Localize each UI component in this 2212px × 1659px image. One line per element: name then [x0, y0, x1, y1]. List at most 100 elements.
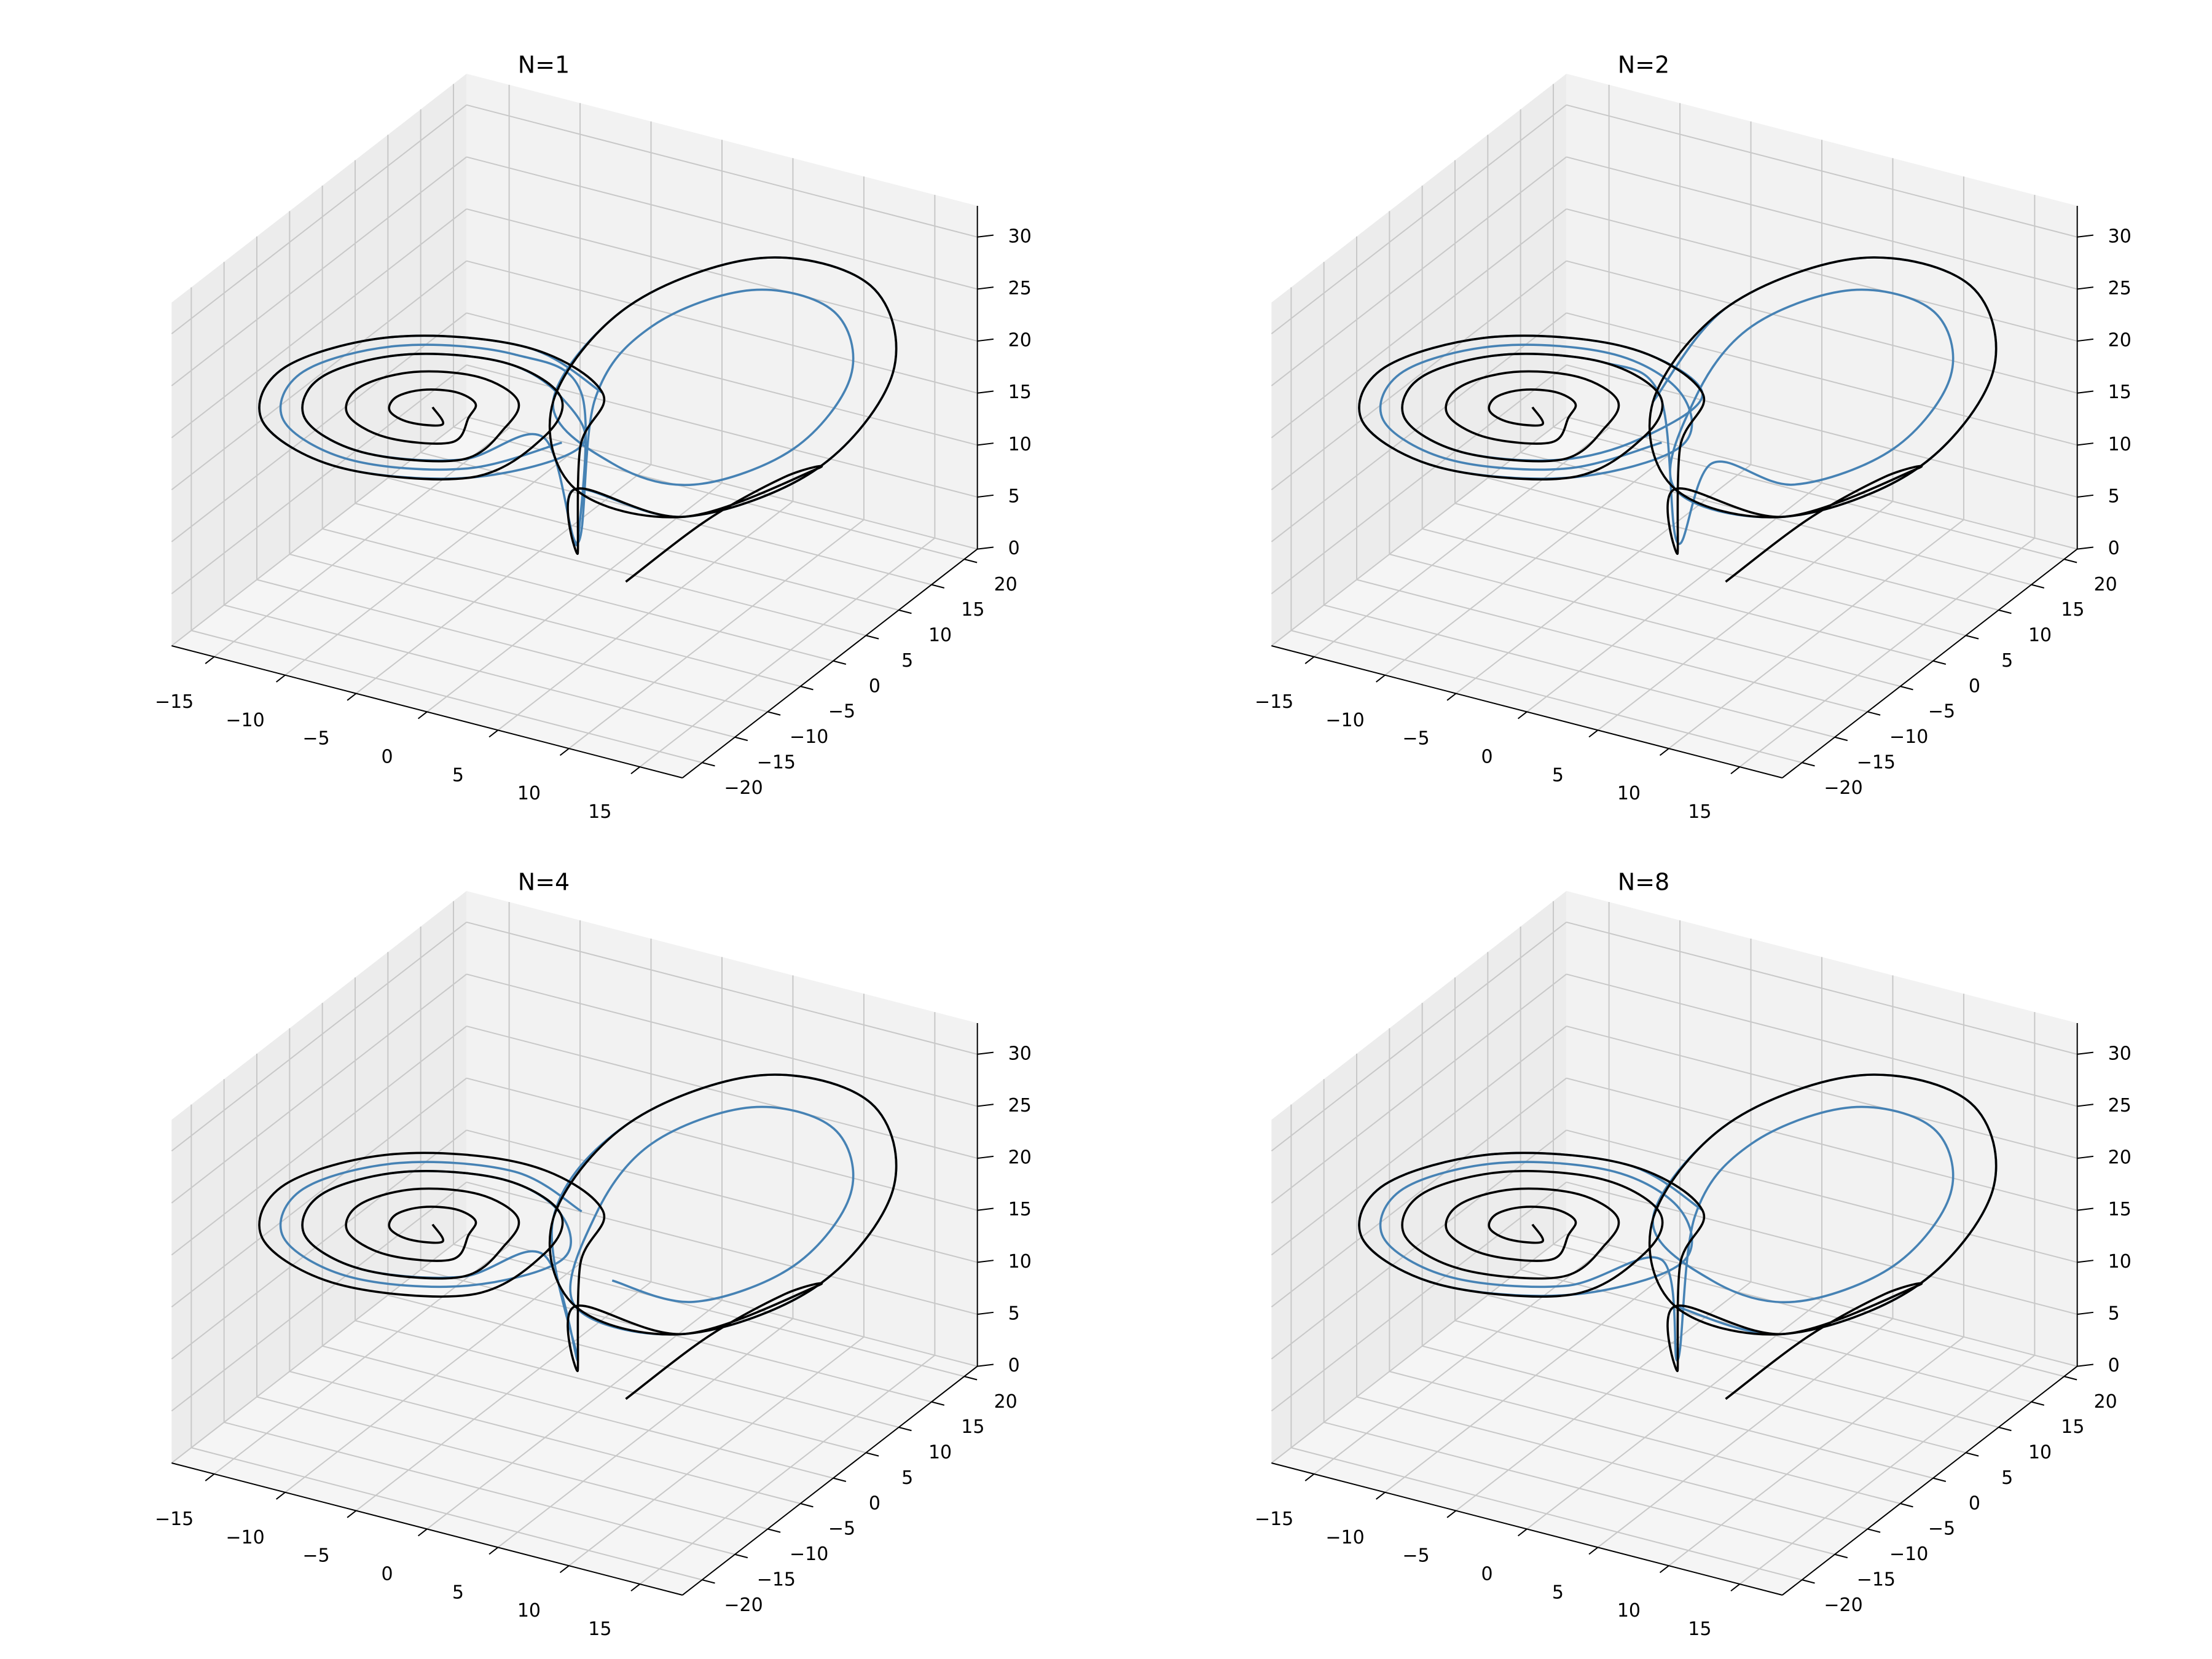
grid-line [466, 973, 978, 1107]
tick-mark [347, 692, 357, 701]
grid-line [1566, 312, 2077, 446]
tick-label: 0 [1481, 747, 1492, 768]
tick-label: 15 [1688, 1618, 1711, 1640]
grid-line [1271, 416, 1567, 646]
grid-line [1488, 1294, 1999, 1428]
grid-line [171, 922, 467, 1151]
axis-line [1271, 645, 1783, 779]
tick-mark [1932, 1477, 1947, 1482]
tick-label: −10 [790, 1543, 828, 1565]
tick-mark [2077, 1260, 2094, 1263]
tick-label: 15 [961, 599, 984, 621]
subplot: −15−10−5051015−20−15−10−5051015200510152… [1255, 52, 2132, 823]
tick-label: 20 [1008, 330, 1032, 351]
grid-line [1566, 1233, 2077, 1367]
subplot-title: N=4 [518, 869, 570, 896]
grid-line [497, 1318, 794, 1548]
tick-mark [977, 1207, 994, 1211]
tick-label: −15 [1857, 1569, 1896, 1590]
trajectory [258, 256, 898, 546]
grid-line [171, 208, 467, 439]
tick-mark [898, 609, 912, 614]
tick-label: 25 [1008, 1095, 1032, 1116]
tick-label: 20 [2108, 330, 2132, 351]
tick-mark [1802, 762, 1815, 767]
tick-label: 10 [2108, 1251, 2132, 1273]
grid-line [1271, 312, 1567, 543]
grid-line [1553, 1244, 2065, 1378]
tick-mark [800, 1503, 814, 1508]
tick-label: 15 [2108, 382, 2132, 403]
tick-label: 5 [2108, 1303, 2120, 1324]
tick-label: 15 [2061, 599, 2084, 621]
grid-line [1454, 1320, 1966, 1454]
tick-label: 0 [1969, 1492, 1980, 1514]
tick-label: 10 [1008, 1251, 1032, 1273]
tick-mark [977, 442, 994, 446]
grid-line [1526, 482, 1822, 713]
grid-line [1271, 1182, 1567, 1412]
tick-label: −10 [226, 1527, 264, 1548]
grid-line [1389, 1371, 1900, 1504]
subplot: −15−10−5051015−20−15−10−5051015200510152… [1255, 869, 2132, 1641]
tick-label: 5 [2001, 1467, 2013, 1489]
subplot-title: N=1 [518, 52, 570, 79]
tick-label: 10 [928, 625, 952, 646]
tick-label: −15 [1857, 751, 1896, 773]
tick-mark [276, 674, 286, 683]
grid-line [453, 426, 965, 560]
grid-line [1526, 1300, 1822, 1530]
tick-mark [1517, 711, 1528, 720]
tick-label: −10 [1325, 1527, 1364, 1548]
tick-mark [1932, 660, 1947, 665]
grid-line [1566, 1129, 2077, 1263]
tick-mark [630, 766, 641, 775]
tick-label: 15 [2061, 1416, 2084, 1438]
tick-label: 5 [452, 764, 464, 786]
grid-line [224, 604, 735, 738]
tick-mark [977, 234, 994, 238]
tick-mark [2031, 584, 2045, 589]
grid-line [466, 416, 978, 550]
tick-mark [1659, 1565, 1669, 1574]
tick-mark [2064, 1376, 2077, 1381]
tick-mark [417, 1528, 428, 1537]
grid-line [420, 452, 932, 586]
tick-mark [1730, 766, 1741, 775]
grid-line [639, 1354, 936, 1585]
tick-mark [1998, 609, 2012, 614]
grid-line [171, 312, 467, 543]
grid-line [1324, 604, 1835, 738]
grid-line [171, 364, 467, 595]
grid-line [388, 1294, 899, 1428]
grid-line [466, 104, 978, 238]
tick-label: 20 [2108, 1147, 2132, 1169]
tick-label: 0 [1008, 538, 1020, 559]
grid-line [453, 1244, 965, 1378]
tick-label: 10 [1617, 783, 1641, 804]
grid-line [1384, 1263, 1681, 1493]
grid-line [355, 1281, 652, 1512]
tick-label: 15 [1008, 1199, 1032, 1220]
subplot: −15−10−5051015−20−15−10−5051015200510152… [155, 52, 1032, 823]
tick-label: 15 [588, 801, 611, 823]
grid-line [568, 519, 865, 749]
tick-label: 10 [2028, 1442, 2052, 1464]
tick-label: 15 [1688, 801, 1711, 823]
axis-line [1782, 548, 2078, 779]
tick-label: 10 [1617, 1600, 1641, 1622]
tick-label: −20 [1824, 1594, 1862, 1616]
tick-label: 0 [869, 1492, 880, 1514]
tick-mark [833, 660, 847, 665]
tick-label: 15 [588, 1618, 611, 1640]
tick-label: 30 [1008, 1043, 1032, 1064]
tick-mark [866, 635, 879, 640]
axis-line [1782, 1365, 2078, 1596]
grid-line [1389, 554, 1900, 687]
tick-mark [2077, 494, 2094, 498]
tick-label: 30 [1008, 226, 1032, 247]
grid-line [171, 1026, 467, 1256]
tick-label: 5 [901, 1467, 913, 1489]
tick-mark [2077, 286, 2094, 290]
